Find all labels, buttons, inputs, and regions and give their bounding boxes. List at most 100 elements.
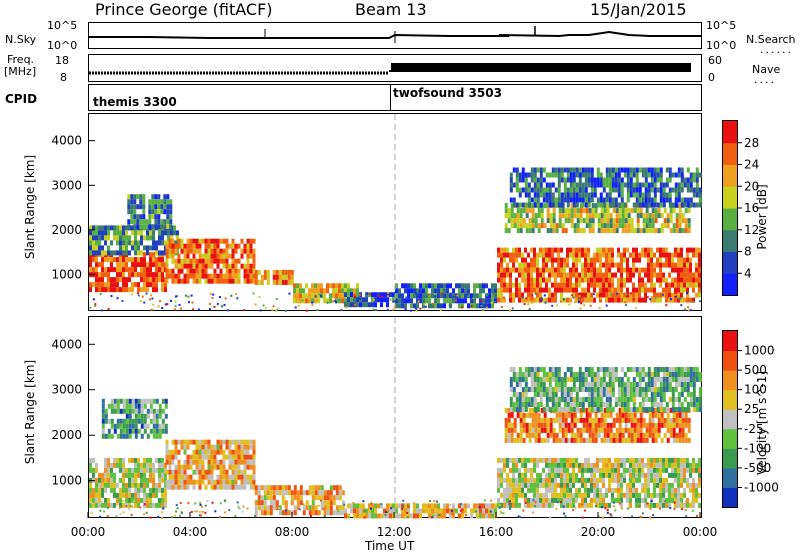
data-cell bbox=[626, 457, 629, 463]
data-cell bbox=[491, 513, 494, 519]
data-cell bbox=[228, 459, 232, 465]
data-cell bbox=[626, 467, 629, 473]
data-cell bbox=[119, 225, 122, 231]
data-cell bbox=[605, 277, 608, 283]
data-cell bbox=[677, 287, 680, 293]
scatter-cell bbox=[666, 505, 669, 508]
data-cell bbox=[524, 247, 527, 253]
data-cell bbox=[641, 472, 644, 478]
data-cell bbox=[110, 433, 114, 439]
data-cell bbox=[95, 257, 98, 263]
data-cell bbox=[174, 439, 178, 445]
data-cell bbox=[674, 172, 678, 178]
data-cell bbox=[524, 277, 527, 283]
data-cell bbox=[617, 462, 620, 468]
data-cell bbox=[177, 479, 181, 485]
data-cell bbox=[653, 472, 656, 478]
data-cell bbox=[509, 467, 512, 473]
data-cell bbox=[536, 457, 539, 463]
data-cell bbox=[401, 298, 404, 304]
data-cell bbox=[689, 297, 692, 303]
data-cell bbox=[557, 377, 561, 382]
data-cell bbox=[497, 292, 500, 298]
data-cell bbox=[650, 492, 653, 498]
scatter-cell bbox=[444, 506, 447, 509]
scatter-cell bbox=[212, 293, 215, 296]
data-cell bbox=[545, 457, 548, 463]
data-cell bbox=[692, 272, 695, 278]
data-cell bbox=[311, 490, 315, 496]
data-cell bbox=[210, 263, 214, 269]
data-cell bbox=[594, 208, 598, 214]
data-cell bbox=[623, 292, 626, 298]
data-cell bbox=[122, 235, 125, 241]
data-cell bbox=[98, 477, 101, 483]
data-cell bbox=[204, 258, 208, 264]
data-cell bbox=[407, 288, 410, 294]
data-cell bbox=[692, 247, 695, 253]
data-cell bbox=[695, 492, 698, 498]
data-cell bbox=[533, 202, 537, 208]
data-cell bbox=[134, 477, 137, 483]
data-cell bbox=[618, 407, 622, 413]
data-cell bbox=[539, 387, 543, 392]
data-cell bbox=[512, 497, 515, 503]
data-cell bbox=[590, 197, 594, 203]
data-cell bbox=[651, 432, 655, 438]
data-cell bbox=[524, 477, 527, 483]
data-cell bbox=[497, 472, 500, 478]
scatter-cell bbox=[360, 303, 362, 306]
data-cell bbox=[545, 407, 549, 412]
data-cell bbox=[246, 238, 250, 244]
scatter-cell bbox=[320, 499, 322, 502]
data-cell bbox=[548, 252, 551, 258]
data-cell bbox=[515, 487, 518, 493]
data-cell bbox=[590, 172, 594, 178]
data-cell bbox=[113, 492, 116, 498]
data-cell bbox=[683, 382, 687, 387]
data-cell bbox=[152, 282, 155, 288]
data-cell bbox=[180, 263, 184, 269]
data-cell bbox=[554, 287, 557, 293]
data-cell bbox=[252, 464, 256, 470]
data-cell bbox=[504, 417, 508, 423]
scatter-cell bbox=[118, 506, 121, 509]
data-cell bbox=[503, 497, 506, 503]
data-cell bbox=[320, 495, 324, 501]
data-cell bbox=[609, 432, 613, 438]
scatter-cell bbox=[201, 510, 204, 513]
data-cell bbox=[122, 408, 126, 414]
data-cell bbox=[314, 298, 317, 304]
data-band bbox=[504, 203, 691, 234]
data-cell bbox=[686, 247, 689, 253]
data-cell bbox=[104, 462, 107, 468]
data-cell bbox=[530, 482, 533, 488]
data-cell bbox=[698, 272, 701, 278]
data-cell bbox=[374, 302, 377, 308]
data-cell bbox=[143, 462, 146, 468]
data-cell bbox=[581, 247, 584, 253]
data-cell bbox=[698, 477, 701, 483]
data-cell bbox=[603, 437, 607, 443]
data-cell bbox=[335, 283, 338, 289]
data-cell bbox=[158, 262, 161, 268]
data-cell bbox=[618, 437, 622, 443]
data-cell bbox=[641, 482, 644, 488]
data-cell bbox=[149, 403, 153, 409]
data-cell bbox=[599, 292, 602, 298]
data-cell bbox=[509, 282, 512, 288]
data-cell bbox=[540, 437, 544, 443]
data-cell bbox=[281, 495, 285, 501]
data-cell bbox=[626, 257, 629, 263]
data-cell bbox=[581, 297, 584, 303]
data-cell bbox=[650, 477, 653, 483]
data-cell bbox=[512, 467, 515, 473]
data-cell bbox=[165, 454, 169, 460]
scatter-cell bbox=[432, 514, 435, 517]
data-cell bbox=[125, 487, 128, 493]
data-cell bbox=[666, 422, 670, 428]
data-cell bbox=[524, 472, 527, 478]
data-cell bbox=[552, 223, 556, 229]
data-cell bbox=[675, 213, 679, 219]
data-cell bbox=[566, 397, 570, 402]
